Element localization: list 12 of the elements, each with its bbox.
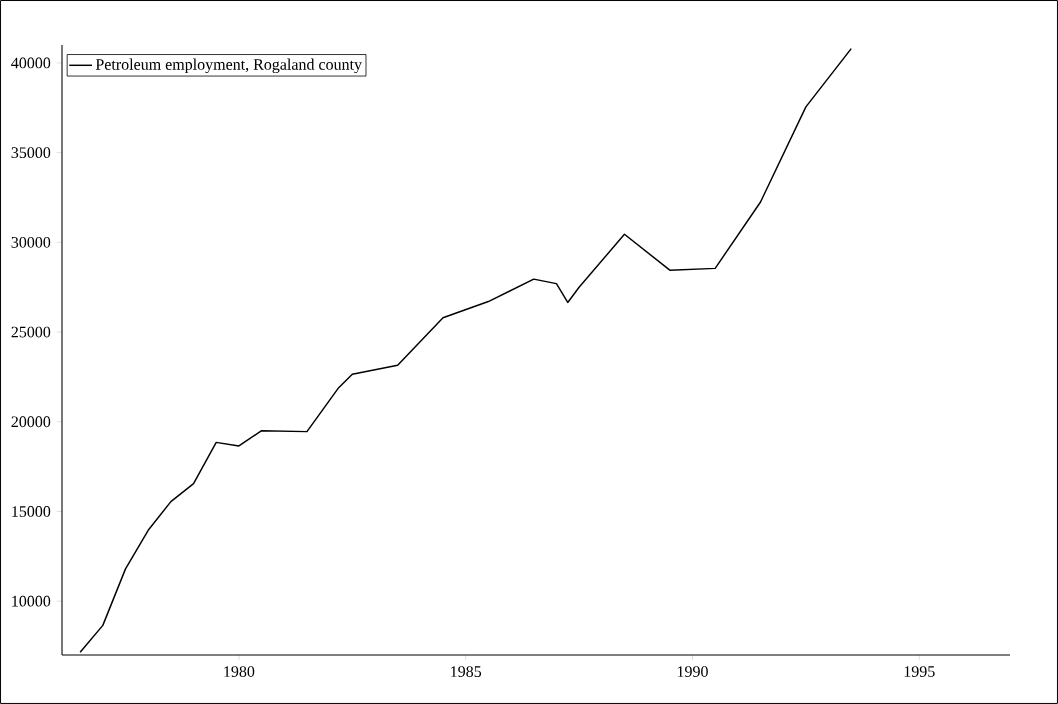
y-tick-label: 20000 (11, 416, 51, 428)
x-tick-label: 1980 (224, 666, 255, 677)
y-tick-label: 10000 (12, 595, 51, 607)
y-tick-label: 35000 (11, 147, 51, 159)
legend-label: Petroleum employment, Rogaland county (95, 58, 362, 74)
x-tick-label: 1985 (451, 666, 482, 677)
x-tick-label: 1995 (904, 666, 935, 677)
x-tick-label: 1990 (677, 666, 708, 677)
y-tick-label: 25000 (11, 326, 51, 338)
y-tick-label: 40000 (11, 57, 51, 69)
y-tick-label: 30000 (11, 236, 51, 248)
y-tick-label: 15000 (12, 506, 51, 517)
